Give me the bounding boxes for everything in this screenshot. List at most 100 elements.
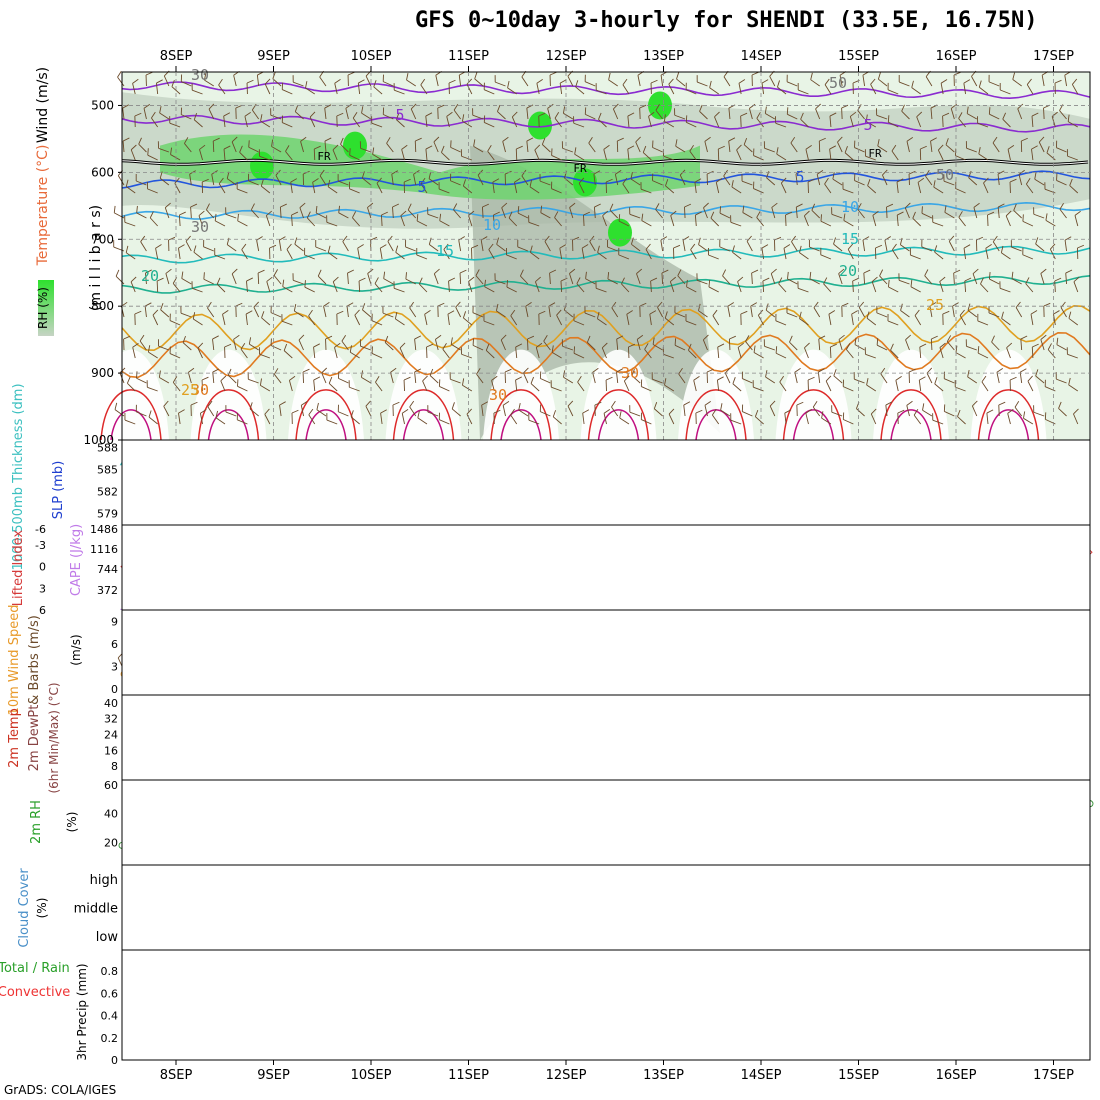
wind-barb [963, 83, 967, 95]
wind-barb [300, 141, 304, 153]
wind-barb [745, 341, 753, 351]
wind-barb [896, 182, 899, 194]
wind-barb [769, 405, 776, 417]
wind-barb-flag [754, 409, 759, 417]
wind-barb [147, 188, 158, 194]
wind-barb-flag [264, 78, 271, 85]
wind-barb-flag [193, 245, 197, 253]
wind-barb [805, 149, 809, 161]
wind-barb [244, 116, 248, 128]
wind-barb [256, 75, 260, 87]
wind-barb-flag [316, 402, 319, 410]
wind-barb-flag [447, 310, 455, 315]
top-date-label: 14SEP [741, 49, 782, 64]
wind-barb-flag [521, 169, 527, 177]
wind-barb-flag [529, 245, 533, 253]
wind-barb [193, 251, 203, 260]
wind-barb-flag [1035, 237, 1039, 245]
wind-barb [349, 386, 360, 392]
wind-barb-flag [125, 179, 129, 187]
wind-barb-flag [1015, 301, 1021, 308]
wind-barb [1033, 411, 1045, 417]
wind-barb-flag [407, 203, 412, 211]
wind-barb-flag [618, 214, 621, 222]
wind-barb [132, 347, 136, 359]
temp-tick-label: 40 [104, 697, 118, 710]
wind-barb [728, 141, 731, 153]
dry-dome [288, 349, 364, 440]
wind-barb [862, 240, 866, 252]
wind-barb [139, 340, 147, 351]
wind-barb-flag [450, 337, 453, 345]
wind-barb-flag [699, 104, 703, 112]
wind-barb-flag [123, 335, 131, 340]
wind-barb-flag [201, 376, 209, 381]
wind-barb-flag [190, 401, 198, 406]
wind-barb [1031, 346, 1034, 359]
wind-barb [569, 273, 574, 285]
wind-barb [199, 413, 203, 425]
wind-barb [631, 375, 641, 384]
wind-barb [481, 405, 484, 417]
wind-barb-flag [554, 211, 559, 218]
wind-barb [1040, 339, 1045, 351]
temperature-contour-hottest [597, 409, 640, 441]
wind-barb-flag [852, 277, 860, 282]
wind-barb [530, 383, 540, 392]
wind-barbs-label: & Barbs (m/s) [27, 615, 42, 705]
wind-barb-flag [946, 335, 952, 342]
wind-barb [207, 406, 215, 417]
temp-tick-label: 8 [111, 760, 118, 773]
wind-barb-flag [597, 311, 600, 319]
wind-barb-flag [158, 370, 161, 378]
wind-barb [270, 312, 282, 318]
wind-barb [1031, 115, 1034, 128]
wind-barb-flag [644, 343, 649, 350]
wind-barb-flag [538, 112, 546, 117]
wind-barb-flag [843, 213, 846, 221]
wind-barb-flag [285, 145, 290, 152]
wind-barb-flag [519, 269, 524, 277]
wind-barb [1056, 147, 1067, 153]
wind-tick-label: 9 [111, 616, 118, 629]
wind-barb-flag [294, 237, 298, 245]
wind-barb-flag [813, 301, 819, 308]
wind-barb [386, 143, 394, 153]
wind-barb-flag [939, 342, 946, 348]
wind-barb-flag [829, 112, 837, 117]
wind-barb [551, 188, 562, 194]
wind-barb [526, 141, 529, 153]
cape-tick-label: 1486 [90, 523, 118, 536]
wind-barb-flag [248, 337, 252, 345]
wind-barb-flag [769, 400, 776, 407]
wind-barb-flag [756, 211, 761, 218]
wind-barb-flag [592, 367, 599, 373]
wind-barb-flag [266, 210, 273, 216]
wind-barb [422, 380, 428, 392]
wind-barb-flag [1031, 145, 1038, 150]
wind-barb [461, 353, 473, 359]
wind-barb [163, 75, 170, 87]
temperature-contour-hottest [500, 409, 542, 441]
temperature-contour [121, 304, 1091, 352]
wind-barb-flag [649, 310, 657, 315]
wind-barb [178, 214, 181, 227]
wind-barb-flag [409, 301, 415, 309]
wind-barb-flag [919, 343, 927, 348]
wind-barb [225, 411, 237, 417]
wind-barb [1005, 215, 1011, 227]
wind-barb [794, 372, 798, 384]
wind-barb-flag [811, 203, 816, 211]
wind-barb [686, 121, 697, 128]
wind-barb [536, 83, 540, 95]
wind-barb-flag [358, 277, 366, 282]
wind-barb-flag [611, 301, 617, 308]
wind-barb [843, 386, 854, 392]
wind-barb-flag [1020, 335, 1028, 340]
wind-barb-flag [497, 104, 501, 112]
wind-barb-flag [729, 335, 736, 340]
temp-tick-label: 24 [104, 729, 118, 742]
wind-barb [446, 116, 450, 128]
wind-barb [900, 310, 910, 318]
wind-barb-flag [523, 367, 529, 374]
